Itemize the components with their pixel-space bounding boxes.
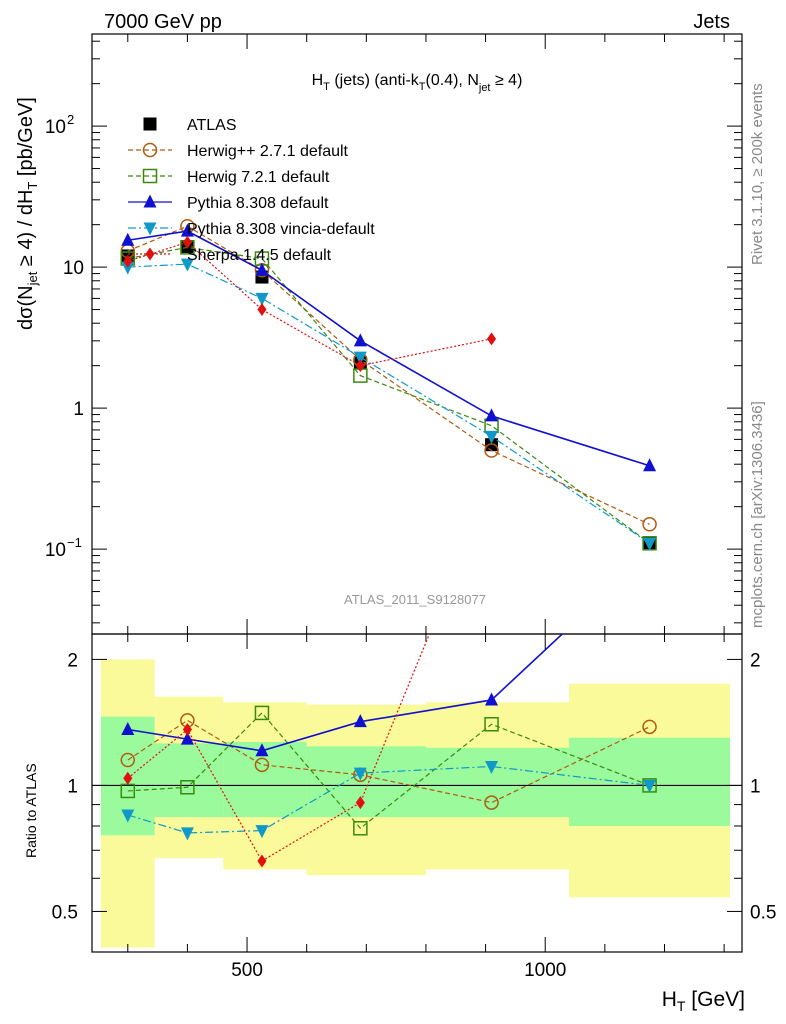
data-point-sherpa-1-4-5-default: [257, 303, 267, 317]
x-tick-label: 1000: [524, 960, 566, 981]
rivet-version-label: Rivet 3.1.10, ≥ 200k events: [749, 83, 766, 265]
stat-uncertainty-band-3: [306, 746, 426, 818]
legend-label-sherpa-1-4-5-default: Sherpa 1.4.5 default: [187, 247, 332, 264]
ratio-y-tick-label: 2: [67, 650, 78, 671]
legend-label-atlas: ATLAS: [187, 117, 237, 134]
ratio-point-herwig-2-7-1-default: [254, 757, 270, 773]
ratio-point-sherpa-1-4-5-default: [355, 796, 365, 810]
ratio-point-pythia-8-308-default: [255, 743, 269, 757]
data-point-herwig-2-7-1-default: [484, 443, 499, 458]
data-point-sherpa-1-4-5-default: [123, 254, 133, 268]
x-axis-title: HT [GeV]: [662, 988, 745, 1014]
ratio-line-herwig-2-7-1-default: [127, 719, 650, 804]
ratio-point-herwig-7-2-1-default: [254, 705, 270, 721]
series-layer: [120, 218, 657, 868]
ratio-point-pythia-8-308-default: [353, 714, 367, 728]
uncertainty-bands: [100, 659, 731, 948]
ratio-point-sherpa-1-4-5-default: [257, 854, 267, 868]
ratio-point-pythia-8-308-vincia-default: [353, 767, 367, 781]
ratio-point-pythia-8-308-default: [121, 722, 135, 736]
main-series-group: [120, 218, 657, 551]
ratio-y-tick-label-right: 0.5: [750, 902, 776, 923]
mcplots-credit-label: mcplots.cern.ch [arXiv:1306.3436]: [749, 401, 766, 628]
ratio-y-tick-label-right: 1: [750, 776, 761, 797]
series-line-pythia-8-308-default: [127, 230, 650, 467]
ratio-point-pythia-8-308-default: [180, 731, 194, 745]
y-tick-label: 10: [45, 117, 66, 138]
ratio-point-sherpa-1-4-5-default: [182, 723, 192, 737]
data-point-pythia-8-308-vincia-default: [485, 430, 499, 444]
data-point-pythia-8-308-vincia-default: [255, 292, 269, 306]
analysis-id-label: ATLAS_2011_S9128077: [344, 592, 486, 607]
ratio-point-herwig-7-2-1-default: [180, 779, 195, 795]
y-axis-title: dσ(Njet ≥ 4) / dHT [pb/GeV]: [15, 97, 40, 330]
ratio-y-tick-label: 0.5: [52, 902, 78, 923]
series-line-sherpa-1-4-5-default: [127, 241, 492, 367]
ratio-point-pythia-8-308-vincia-default: [180, 827, 194, 841]
collision-label: 7000 GeV pp: [104, 11, 222, 33]
data-point-pythia-8-308-default: [353, 333, 367, 347]
ratio-line-herwig-7-2-1-default: [127, 712, 650, 830]
ratio-plot-frame: 500 1000 0.5 0.5 1 1 2 2: [52, 633, 776, 981]
ratio-point-pythia-8-308-vincia-default: [121, 809, 135, 823]
ratio-point-herwig-2-7-1-default: [484, 795, 499, 810]
legend-label-herwig-2-7-1-default: Herwig++ 2.7.1 default: [187, 143, 349, 160]
legend-marker-atlas: [143, 117, 157, 131]
legend: ATLAS Herwig++ 2.7.1 default Herwig 7.2.1 …: [128, 117, 375, 264]
legend-marker-sherpa-1-4-5-default: [145, 247, 155, 261]
ratio-y-tick-label-right: 2: [750, 650, 761, 671]
data-point-pythia-8-308-vincia-default: [180, 258, 194, 272]
ratio-y-tick-label: 1: [67, 776, 78, 797]
ratio-y-axis-title: Ratio to ATLAS: [23, 763, 39, 858]
ratio-plot-border: [91, 633, 743, 953]
ratio-point-sherpa-1-4-5-default: [123, 771, 133, 785]
ratio-point-herwig-7-2-1-default: [484, 717, 499, 732]
series-line-herwig-2-7-1-default: [127, 225, 650, 525]
plot-title: HT (jets) (anti-kT(0.4), Njet ≥ 4): [312, 72, 523, 94]
ratio-point-pythia-8-308-vincia-default: [255, 825, 269, 839]
ratio-point-herwig-2-7-1-default: [642, 719, 657, 735]
ratio-point-pythia-8-308-vincia-default: [643, 779, 657, 793]
ratio-point-pythia-8-308-vincia-default: [485, 760, 499, 774]
legend-label-pythia-8-308-vincia-default: Pythia 8.308 vincia-default: [187, 221, 375, 238]
legend-marker-herwig-2-7-1-default: [142, 142, 158, 158]
ratio-line-pythia-8-308-vincia-default: [127, 765, 650, 834]
data-point-pythia-8-308-default: [485, 408, 499, 422]
ratio-point-herwig-7-2-1-default: [353, 821, 368, 836]
y-tick-label: 10: [45, 540, 66, 561]
data-point-sherpa-1-4-5-default: [355, 359, 365, 373]
y-tick-label-exponent: −1: [67, 535, 82, 550]
ratio-point-sherpa-1-4-5-default: [487, 476, 496, 489]
data-point-pythia-8-308-vincia-default: [643, 537, 657, 551]
series-line-pythia-8-308-vincia-default: [127, 263, 650, 544]
ratio-point-pythia-8-308-default: [485, 692, 499, 706]
data-point-pythia-8-308-default: [643, 458, 657, 472]
legend-label-herwig-7-2-1-default: Herwig 7.2.1 default: [187, 169, 330, 186]
data-point-pythia-8-308-vincia-default: [353, 351, 367, 365]
data-point-herwig-2-7-1-default: [642, 517, 657, 532]
x-tick-label: 500: [231, 960, 263, 981]
data-point-pythia-8-308-vincia-default: [121, 261, 135, 275]
stat-uncertainty-band-4: [425, 747, 570, 818]
ratio-point-herwig-2-7-1-default: [120, 752, 136, 768]
process-label: Jets: [693, 11, 730, 33]
legend-label-pythia-8-308-default: Pythia 8.308 default: [187, 195, 329, 212]
ratio-series-group: [120, 476, 657, 868]
data-point-sherpa-1-4-5-default: [182, 235, 192, 249]
legend-marker-pythia-8-308-vincia-default: [143, 222, 157, 236]
data-point-pythia-8-308-default: [255, 262, 269, 276]
data-point-sherpa-1-4-5-default: [486, 332, 497, 346]
y-tick-label: 1: [73, 399, 84, 420]
data-point-pythia-8-308-default: [121, 232, 135, 246]
y-tick-label-exponent: 2: [67, 112, 74, 127]
y-tick-label: 10: [63, 258, 84, 279]
legend-marker-herwig-7-2-1-default: [142, 168, 158, 184]
data-point-pythia-8-308-default: [180, 223, 194, 237]
legend-marker-pythia-8-308-default: [143, 194, 157, 208]
series-line-herwig-7-2-1-default: [127, 246, 650, 544]
